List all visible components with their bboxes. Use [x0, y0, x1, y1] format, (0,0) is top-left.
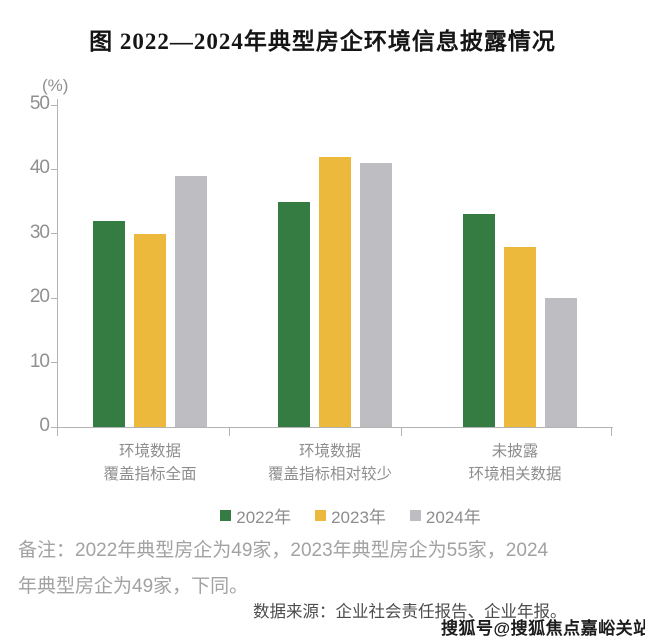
- legend-label: 2023年: [331, 508, 386, 527]
- watermark-text: 搜狐号@搜狐焦点嘉峪关站: [441, 619, 645, 638]
- x-category-label-line: 环境相关数据: [468, 466, 562, 483]
- x-category-label-line: 环境数据: [118, 443, 181, 460]
- chart-note: 备注：2022年典型房企为49家，2023年典型房企为55家，2024 年典型房…: [18, 533, 633, 604]
- y-tick-label: 0: [39, 415, 50, 436]
- x-tick-mark: [229, 427, 230, 436]
- data-source-text: 数据来源：企业社会责任报告、企业年报。: [253, 602, 567, 621]
- bar-2024年-group3: [545, 298, 577, 427]
- bar-2024年-group1: [175, 175, 207, 427]
- x-category-label-line: 覆盖指标相对较少: [267, 466, 392, 483]
- y-tick-mark: [51, 297, 57, 299]
- x-category-label: 未披露 环境相关数据: [400, 440, 630, 486]
- legend-swatch-icon: [315, 510, 327, 521]
- bar-2022年-group1: [93, 220, 125, 427]
- y-tick-label: 30: [29, 221, 50, 243]
- x-tick-mark: [611, 427, 612, 436]
- y-tick-label: 20: [29, 286, 50, 308]
- y-axis-unit-label: (%): [42, 76, 69, 95]
- y-tick-mark: [51, 168, 57, 170]
- y-tick-label: 10: [29, 350, 50, 372]
- y-tick-mark: [51, 362, 57, 364]
- x-category-label-line: 覆盖指标全面: [103, 466, 197, 483]
- note-line-2: 年典型房企为49家，下同。: [18, 575, 249, 597]
- x-axis-line: [57, 427, 613, 428]
- bar-2024年-group2: [360, 162, 392, 427]
- legend-item-2024年: 2024年: [409, 503, 481, 528]
- chart-legend: 2022年 2023年 2024年: [0, 503, 645, 528]
- x-tick-mark: [57, 427, 58, 436]
- note-line-1: 备注：2022年典型房企为49家，2023年典型房企为55家，2024: [18, 540, 549, 561]
- bar-2023年-group1: [134, 233, 166, 427]
- y-tick-mark: [51, 104, 57, 106]
- legend-label: 2024年: [425, 508, 481, 527]
- legend-item-2022年: 2022年: [220, 503, 291, 528]
- y-tick-label: 50: [29, 93, 50, 114]
- x-category-label: 环境数据覆盖指标相对较少: [215, 440, 445, 486]
- legend-swatch-icon: [409, 510, 421, 521]
- chart-title: 图 2022—2024年典型房企环境信息披露情况: [89, 29, 556, 54]
- bar-2022年-group3: [463, 214, 495, 427]
- y-tick-mark: [51, 233, 57, 235]
- bar-2023年-group2: [319, 156, 351, 427]
- bar-2022年-group2: [278, 201, 310, 427]
- bar-2023年-group3: [504, 246, 536, 427]
- x-tick-mark: [401, 427, 402, 436]
- y-tick-mark: [51, 426, 57, 428]
- bar-chart-plot-area: 0 10 20 30 40 50 环境数据 覆盖指标全面 环境数据 覆盖指标相对较少 未披露 环境相关…: [30, 93, 613, 483]
- legend-label: 2022年: [236, 508, 292, 527]
- legend-swatch-icon: [220, 510, 232, 521]
- x-category-label-line: 未披露: [491, 443, 539, 460]
- x-category-label: 环境数据覆盖指标全面: [35, 440, 265, 486]
- x-category-label-line: 环境数据: [298, 443, 361, 460]
- legend-item-2023年: 2023年: [315, 503, 386, 528]
- y-axis-line: [57, 99, 58, 427]
- y-tick-label: 40: [29, 157, 50, 179]
